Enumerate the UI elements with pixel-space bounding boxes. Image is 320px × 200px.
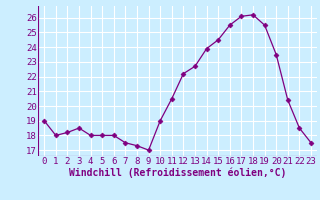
X-axis label: Windchill (Refroidissement éolien,°C): Windchill (Refroidissement éolien,°C) (69, 168, 286, 178)
